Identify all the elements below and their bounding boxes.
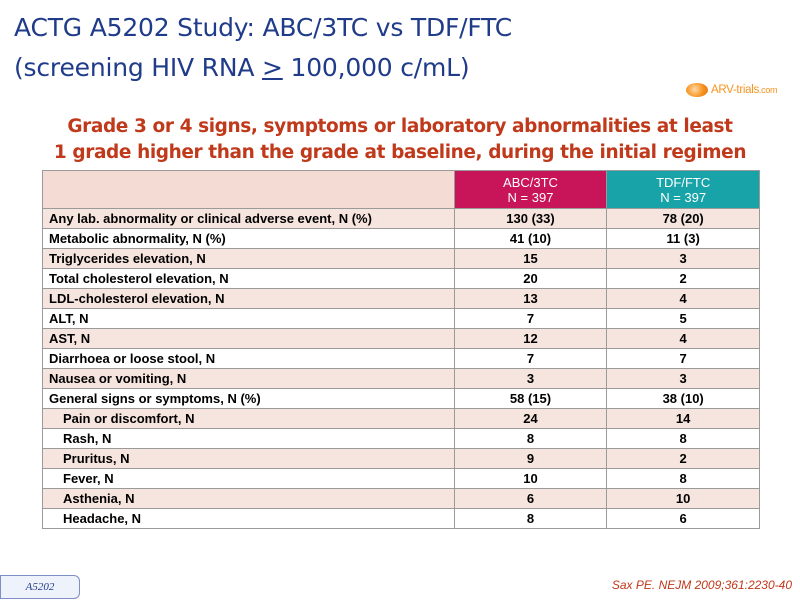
header-abc-name: ABC/3TC bbox=[503, 174, 558, 190]
row-label: Triglycerides elevation, N bbox=[42, 248, 455, 269]
arv-trials-logo: ARV-trials.com bbox=[686, 80, 796, 100]
tdf-value: 14 bbox=[606, 408, 760, 429]
row-label: Headache, N bbox=[42, 508, 455, 529]
abc-value: 8 bbox=[453, 428, 608, 449]
tdf-value: 2 bbox=[606, 268, 760, 289]
abc-value: 3 bbox=[453, 368, 608, 389]
logo-name: ARV-trials bbox=[711, 84, 759, 96]
header-tdf-ftc: TDF/FTC N = 397 bbox=[606, 170, 760, 209]
abc-value: 6 bbox=[453, 488, 608, 509]
tdf-value: 8 bbox=[606, 468, 760, 489]
abc-value: 12 bbox=[453, 328, 608, 349]
slide-subtitle: Grade 3 or 4 signs, symptoms or laborato… bbox=[0, 114, 800, 166]
table-row: Asthenia, N 6 10 bbox=[42, 488, 760, 509]
tdf-value: 4 bbox=[606, 328, 760, 349]
title-line-2-pre: (screening HIV RNA bbox=[14, 53, 263, 82]
abc-value: 20 bbox=[453, 268, 608, 289]
adverse-events-table: ABC/3TC N = 397 TDF/FTC N = 397 Any lab. a… bbox=[42, 170, 760, 529]
study-tag: A5202 bbox=[0, 575, 80, 599]
abc-value: 8 bbox=[453, 508, 608, 529]
logo-mark-icon bbox=[686, 83, 708, 97]
tdf-value: 6 bbox=[606, 508, 760, 529]
abc-value: 41 (10) bbox=[453, 228, 608, 249]
tdf-value: 3 bbox=[606, 248, 760, 269]
row-label: Asthenia, N bbox=[42, 488, 455, 509]
table-header-row: ABC/3TC N = 397 TDF/FTC N = 397 bbox=[42, 170, 760, 209]
abc-value: 15 bbox=[453, 248, 608, 269]
row-label: Diarrhoea or loose stool, N bbox=[42, 348, 455, 369]
header-empty-cell bbox=[42, 170, 455, 209]
abc-value: 24 bbox=[453, 408, 608, 429]
subtitle-line-1: Grade 3 or 4 signs, symptoms or laborato… bbox=[67, 116, 733, 137]
title-line-2-post: 100,000 c/mL) bbox=[282, 53, 470, 82]
logo-domain: .com bbox=[758, 85, 778, 95]
abc-value: 9 bbox=[453, 448, 608, 469]
reference-citation: Sax PE. NEJM 2009;361:2230-40 bbox=[611, 578, 792, 592]
tdf-value: 5 bbox=[606, 308, 760, 329]
abc-value: 10 bbox=[453, 468, 608, 489]
row-label: Pain or discomfort, N bbox=[42, 408, 455, 429]
row-label: Rash, N bbox=[42, 428, 455, 449]
tdf-value: 38 (10) bbox=[606, 388, 760, 409]
row-label: Nausea or vomiting, N bbox=[42, 368, 455, 389]
abc-value: 13 bbox=[453, 288, 608, 309]
row-label: General signs or symptoms, N (%) bbox=[42, 388, 455, 409]
table-row: Any lab. abnormality or clinical adverse… bbox=[42, 208, 760, 229]
table-row: Metabolic abnormality, N (%) 41 (10) 11 (3… bbox=[42, 228, 760, 249]
logo-text: ARV-trials.com bbox=[711, 84, 778, 96]
table-row: Total cholesterol elevation, N 20 2 bbox=[42, 268, 760, 289]
title-line-2: (screening HIV RNA > 100,000 c/mL) bbox=[14, 48, 654, 88]
row-label: ALT, N bbox=[42, 308, 455, 329]
abc-value: 130 (33) bbox=[453, 208, 608, 229]
tdf-value: 78 (20) bbox=[606, 208, 760, 229]
tdf-value: 11 (3) bbox=[606, 228, 760, 249]
tdf-value: 8 bbox=[606, 428, 760, 449]
row-label: Pruritus, N bbox=[42, 448, 455, 469]
row-label: Total cholesterol elevation, N bbox=[42, 268, 455, 289]
header-abc-3tc: ABC/3TC N = 397 bbox=[453, 170, 608, 209]
table-row: Fever, N 10 8 bbox=[42, 468, 760, 489]
slide-title: ACTG A5202 Study: ABC/3TC vs TDF/FTC (sc… bbox=[14, 8, 654, 88]
table-row: Triglycerides elevation, N 15 3 bbox=[42, 248, 760, 269]
row-label: Any lab. abnormality or clinical adverse… bbox=[42, 208, 455, 229]
header-abc-n: N = 397 bbox=[507, 189, 554, 205]
table-row: AST, N 12 4 bbox=[42, 328, 760, 349]
subtitle-line-2: 1 grade higher than the grade at baselin… bbox=[53, 142, 747, 163]
header-tdf-name: TDF/FTC bbox=[656, 174, 711, 190]
tdf-value: 10 bbox=[606, 488, 760, 509]
header-tdf-n: N = 397 bbox=[660, 189, 707, 205]
row-label: LDL-cholesterol elevation, N bbox=[42, 288, 455, 309]
row-label: AST, N bbox=[42, 328, 455, 349]
abc-value: 58 (15) bbox=[453, 388, 608, 409]
abc-value: 7 bbox=[453, 308, 608, 329]
tdf-value: 4 bbox=[606, 288, 760, 309]
greater-equal-symbol: > bbox=[262, 53, 283, 82]
table-row: Pain or discomfort, N 24 14 bbox=[42, 408, 760, 429]
abc-value: 7 bbox=[453, 348, 608, 369]
table-row: LDL-cholesterol elevation, N 13 4 bbox=[42, 288, 760, 309]
row-label: Metabolic abnormality, N (%) bbox=[42, 228, 455, 249]
tdf-value: 2 bbox=[606, 448, 760, 469]
title-line-1: ACTG A5202 Study: ABC/3TC vs TDF/FTC bbox=[14, 13, 513, 42]
tdf-value: 3 bbox=[606, 368, 760, 389]
table-row: General signs or symptoms, N (%) 58 (15) 3… bbox=[42, 388, 760, 409]
row-label: Fever, N bbox=[42, 468, 455, 489]
tdf-value: 7 bbox=[606, 348, 760, 369]
